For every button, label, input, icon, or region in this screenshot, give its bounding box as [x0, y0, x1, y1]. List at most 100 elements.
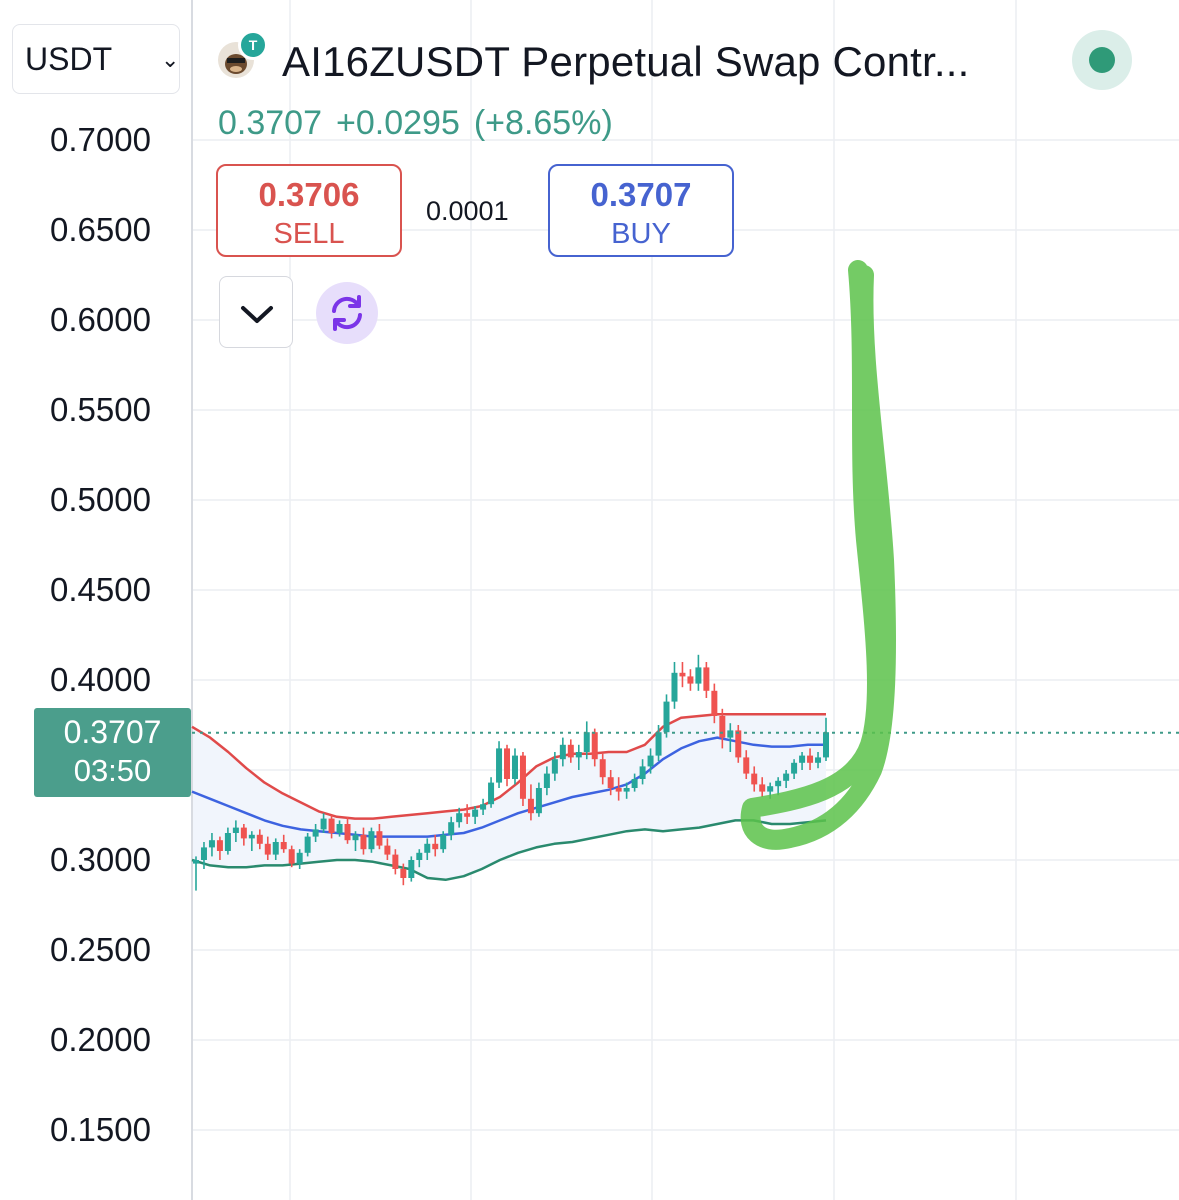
refresh-button[interactable] [316, 282, 378, 344]
candle-body [783, 773, 790, 781]
candle-body [647, 755, 654, 767]
bollinger-bands [191, 712, 827, 882]
candle-body [232, 827, 239, 833]
candle-body [807, 755, 814, 763]
candle-body [240, 827, 247, 839]
candle-body [575, 752, 582, 758]
candle-body [384, 845, 391, 855]
candle-body [328, 818, 335, 833]
candle-body [480, 804, 487, 810]
candle-body [216, 840, 223, 851]
y-tick-label: 0.2000 [50, 1021, 151, 1058]
candle-body [288, 849, 295, 864]
price-change-line: 0.3707 +0.0295 (+8.65%) [218, 104, 627, 143]
candle-body [272, 842, 279, 855]
bollinger-middle-line [191, 736, 826, 838]
candle-body [591, 732, 598, 760]
candle-body [392, 854, 399, 869]
candle-body [583, 732, 590, 752]
quote-currency-value: USDT [25, 41, 113, 77]
candle-body [687, 676, 694, 684]
candle-body [695, 667, 702, 684]
tether-badge-icon: T [238, 30, 268, 60]
candle-body [791, 762, 798, 774]
candle-body [376, 831, 383, 846]
refresh-icon [332, 295, 362, 331]
status-dot-icon [1072, 30, 1132, 90]
candle-body [320, 818, 327, 830]
candle-body [344, 824, 351, 841]
candle-body [496, 748, 503, 783]
candle-body [639, 766, 646, 779]
candle-body [799, 755, 806, 763]
y-tick-label: 0.3000 [50, 841, 151, 878]
last-price: 0.3707 [218, 104, 322, 142]
spread-value: 0.0001 [426, 196, 509, 226]
candle-body [543, 773, 550, 788]
chevron-down-icon [241, 306, 273, 323]
buy-label: BUY [611, 218, 671, 250]
status-dot [1089, 47, 1115, 73]
candle-body [280, 842, 287, 850]
candle-body [815, 757, 822, 763]
symbol-title: AI16ZUSDT Perpetual Swap Contr... [282, 38, 970, 85]
candle-body [663, 701, 670, 733]
y-tick-label: 0.6000 [50, 301, 151, 338]
candle-body [519, 755, 526, 799]
sell-button[interactable]: 0.3706 SELL [216, 164, 402, 257]
change-absolute: +0.0295 [336, 104, 460, 142]
candle-body [456, 813, 463, 823]
candle-body [193, 860, 199, 864]
candle-body [248, 834, 255, 839]
candles [193, 654, 829, 891]
y-tick-label: 0.7000 [50, 121, 151, 158]
candle-body [360, 834, 367, 850]
candle-body [607, 777, 614, 788]
buy-price: 0.3707 [590, 176, 692, 213]
candle-body [671, 672, 678, 702]
candle-body [679, 672, 686, 677]
candle-body [256, 834, 263, 844]
candle-body [200, 847, 207, 860]
change-percent: (+8.65%) [473, 104, 613, 142]
candle-body [719, 716, 726, 738]
collapse-button[interactable] [219, 276, 293, 348]
candle-body [264, 843, 271, 855]
bollinger-lower-line [191, 819, 827, 882]
candle-body [535, 788, 542, 814]
candle-body [408, 860, 415, 878]
chart-grid [192, 0, 1179, 1200]
candle-body [504, 748, 511, 779]
candle-body [559, 744, 566, 760]
candle-body [440, 834, 447, 850]
candle-body [735, 730, 742, 758]
candle-body [304, 836, 311, 853]
last-price-tag: 0.3707 03:50 [34, 708, 191, 797]
candle-body [312, 829, 319, 837]
candle-body [448, 822, 455, 835]
y-tick-label: 0.5500 [50, 391, 151, 428]
candle-body [208, 840, 215, 848]
sell-price: 0.3706 [258, 176, 360, 213]
candle-body [759, 784, 766, 792]
candle-body [711, 690, 718, 716]
candle-body [727, 730, 734, 738]
candle-body [352, 834, 359, 841]
chevron-down-icon: ⌄ [161, 47, 180, 72]
candle-body [511, 755, 518, 779]
candle-body [424, 843, 431, 853]
bollinger-upper-line [191, 712, 826, 820]
candle-body [743, 757, 750, 774]
candle-body [432, 843, 439, 850]
candle-body [703, 667, 710, 691]
candle-body [464, 813, 471, 817]
candle-body [551, 759, 558, 774]
candle-body [615, 788, 622, 792]
y-tick-label: 0.2500 [50, 931, 151, 968]
candle-body [416, 852, 423, 860]
quote-currency-select[interactable]: USDT ⌄ [12, 24, 180, 94]
y-tick-label: 0.4000 [50, 661, 151, 698]
y-tick-label: 0.1500 [50, 1111, 151, 1148]
buy-button[interactable]: 0.3707 BUY [548, 164, 734, 257]
